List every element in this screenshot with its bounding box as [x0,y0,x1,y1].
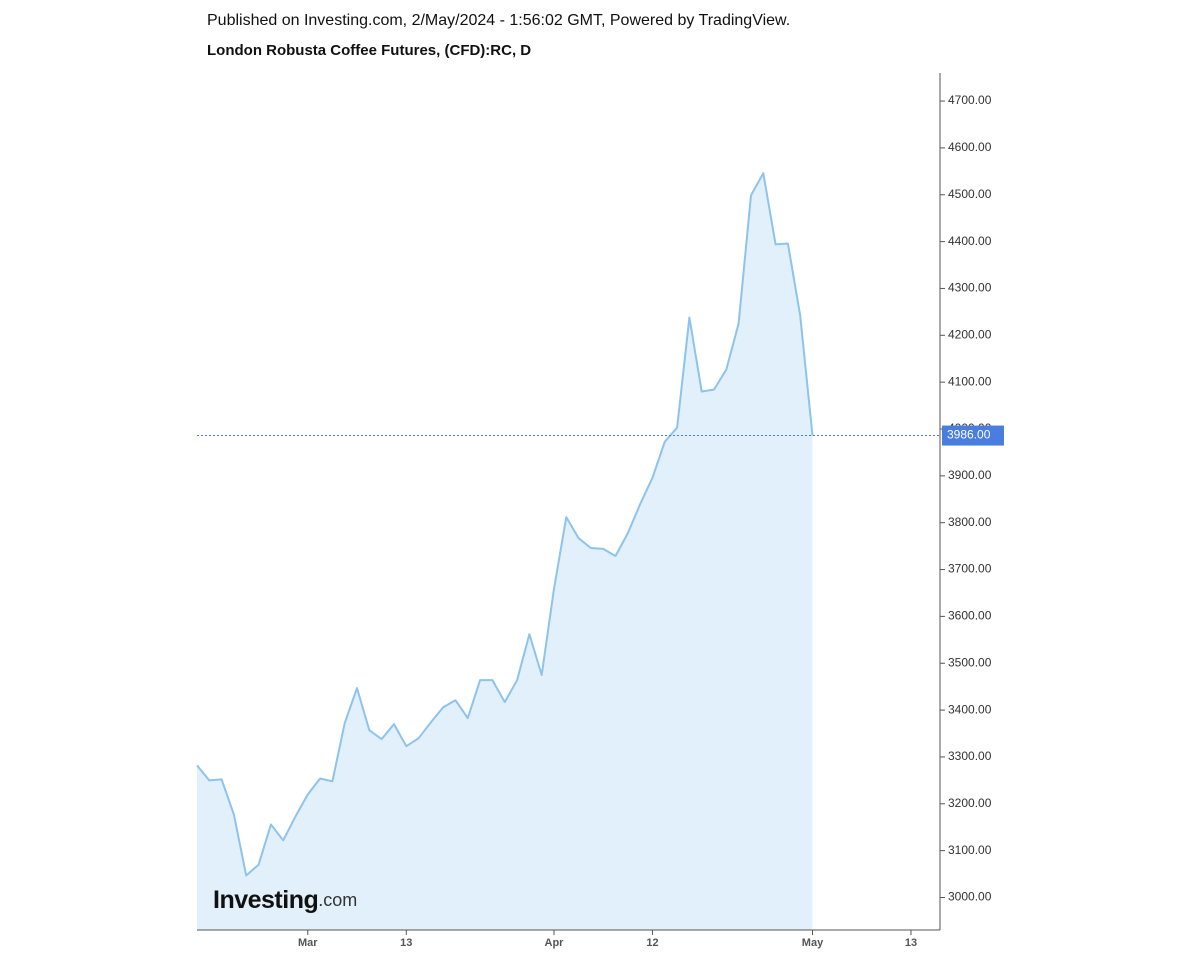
y-tick-label: 3500.00 [948,655,992,669]
header: Published on Investing.com, 2/May/2024 -… [207,12,790,29]
x-tick-label: 13 [400,937,412,949]
x-tick-label: Mar [298,937,318,949]
y-tick-label: 3100.00 [948,843,992,857]
y-tick-label: 3300.00 [948,749,992,763]
y-tick-label: 3700.00 [948,562,992,576]
y-tick-label: 3800.00 [948,515,992,529]
y-tick-label: 4400.00 [948,234,992,248]
y-tick-label: 4700.00 [948,93,992,107]
y-tick-label: 4600.00 [948,140,992,154]
y-tick-label: 3000.00 [948,890,992,904]
y-tick-label: 4500.00 [948,187,992,201]
last-price-label: 3986.00 [947,428,991,442]
area [197,173,813,930]
watermark-suffix: .com [318,890,357,910]
y-tick-label: 4100.00 [948,374,992,388]
x-tick-label: 12 [646,937,658,949]
y-tick-label: 3400.00 [948,702,992,716]
line [196,172,814,877]
x-tick-label: 13 [905,937,917,949]
y-tick-label: 3900.00 [948,468,992,482]
y-tick-label: 3200.00 [948,796,992,810]
watermark: Investing.com [213,886,357,914]
x-tick-label: Apr [545,937,565,949]
chart-title: London Robusta Coffee Futures, (CFD):RC,… [207,42,531,59]
x-tick-label: May [802,937,824,949]
y-tick-label: 3600.00 [948,609,992,623]
watermark-brand: Investing [213,886,318,914]
y-tick-label: 4300.00 [948,281,992,295]
y-tick-label: 4200.00 [948,327,992,341]
last-price-box [942,425,1004,446]
